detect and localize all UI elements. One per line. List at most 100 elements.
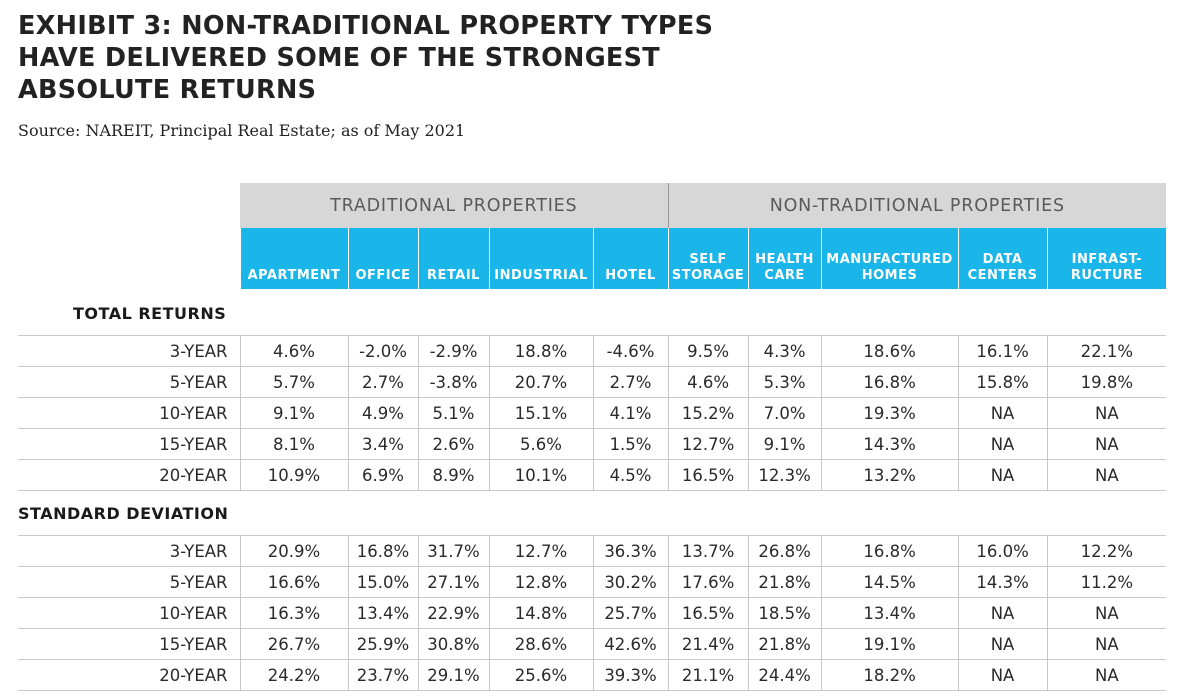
value-cell: 16.6%: [239, 566, 348, 598]
value-cell: 25.7%: [592, 597, 669, 629]
value-cell: 16.8%: [347, 535, 418, 567]
group-non-traditional: NON-TRADITIONAL PROPERTIES: [667, 183, 1167, 228]
value-cell: 7.0%: [747, 397, 822, 429]
column-header-text: HEALTH: [755, 252, 814, 267]
row-label: 5-YEAR: [18, 566, 240, 598]
title-line: HAVE DELIVERED SOME OF THE STRONGEST: [18, 43, 660, 73]
value-cell: 8.1%: [239, 428, 348, 460]
value-cell: 16.3%: [239, 597, 348, 629]
value-cell: 16.0%: [957, 535, 1048, 567]
column-header: MANUFACTURED HOMES: [820, 228, 959, 289]
value-cell: NA: [957, 459, 1048, 491]
value-cell: 9.1%: [747, 428, 822, 460]
value-cell: 1.5%: [592, 428, 669, 460]
value-cell: NA: [1046, 397, 1167, 429]
value-cell: 11.2%: [1046, 566, 1167, 598]
value-cell: NA: [957, 628, 1048, 660]
value-cell: 9.5%: [667, 335, 749, 367]
value-cell: 21.8%: [747, 628, 822, 660]
value-cell: 13.7%: [667, 535, 749, 567]
value-cell: 28.6%: [488, 628, 593, 660]
column-header-text: OFFICE: [355, 268, 411, 283]
value-cell: 15.1%: [488, 397, 593, 429]
value-cell: 2.7%: [592, 366, 669, 398]
value-cell: 21.4%: [667, 628, 749, 660]
source-note: Source: NAREIT, Principal Real Estate; a…: [18, 121, 466, 140]
column-header: APARTMENT: [239, 228, 348, 289]
value-cell: 14.8%: [488, 597, 593, 629]
value-cell: 4.1%: [592, 397, 669, 429]
column-header-text: HOMES: [861, 268, 918, 283]
column-header: HEALTH CARE: [747, 228, 822, 289]
table-row: 15-YEAR 26.7% 25.9% 30.8% 28.6% 42.6% 21.4% 21.…: [18, 628, 1167, 660]
value-cell: 17.6%: [667, 566, 749, 598]
value-cell: 16.5%: [667, 459, 749, 491]
value-cell: 15.2%: [667, 397, 749, 429]
row-label: 15-YEAR: [18, 428, 240, 460]
value-cell: 19.1%: [820, 628, 959, 660]
value-cell: 6.9%: [347, 459, 418, 491]
value-cell: 4.6%: [239, 335, 348, 367]
table-row: 20-YEAR 24.2% 23.7% 29.1% 25.6% 39.3% 21.1% 24.…: [18, 659, 1167, 691]
column-header: OFFICE: [347, 228, 418, 289]
exhibit-title: EXHIBIT 3: NON-TRADITIONAL PROPERTY TYPE…: [18, 10, 778, 106]
value-cell: -2.0%: [347, 335, 418, 367]
value-cell: 25.9%: [347, 628, 418, 660]
value-cell: 8.9%: [417, 459, 489, 491]
column-header-row: APARTMENT OFFICE RETAIL INDUSTRIAL HOTEL SELF…: [18, 228, 1167, 289]
value-cell: 30.2%: [592, 566, 669, 598]
column-header: INDUSTRIAL: [488, 228, 593, 289]
value-cell: 36.3%: [592, 535, 669, 567]
value-cell: 21.8%: [747, 566, 822, 598]
value-cell: 14.3%: [820, 428, 959, 460]
value-cell: 5.7%: [239, 366, 348, 398]
column-header-text: INFRAST-: [1071, 252, 1142, 267]
value-cell: 13.4%: [347, 597, 418, 629]
value-cell: 12.2%: [1046, 535, 1167, 567]
value-cell: 2.7%: [347, 366, 418, 398]
value-cell: NA: [957, 597, 1048, 629]
row-label: 10-YEAR: [18, 597, 240, 629]
value-cell: NA: [957, 659, 1048, 691]
value-cell: 2.6%: [417, 428, 489, 460]
value-cell: 4.9%: [347, 397, 418, 429]
column-header-text: INDUSTRIAL: [494, 268, 588, 283]
value-cell: 42.6%: [592, 628, 669, 660]
value-cell: 26.7%: [239, 628, 348, 660]
value-cell: 16.8%: [820, 366, 959, 398]
group-header-row: TRADITIONAL PROPERTIES NON-TRADITIONAL PR…: [18, 183, 1167, 228]
table-row: 15-YEAR 8.1% 3.4% 2.6% 5.6% 1.5% 12.7% 9.1% 14.3…: [18, 428, 1167, 460]
value-cell: 26.8%: [747, 535, 822, 567]
value-cell: 14.3%: [957, 566, 1048, 598]
value-cell: 30.8%: [417, 628, 489, 660]
column-header: DATA CENTERS: [957, 228, 1048, 289]
value-cell: 9.1%: [239, 397, 348, 429]
column-header-text: DATA: [982, 252, 1023, 267]
table-row: 20-YEAR 10.9% 6.9% 8.9% 10.1% 4.5% 16.5% 12.3% 1…: [18, 459, 1167, 491]
value-cell: NA: [957, 397, 1048, 429]
column-header-text: CENTERS: [967, 268, 1038, 283]
value-cell: 13.2%: [820, 459, 959, 491]
value-cell: 27.1%: [417, 566, 489, 598]
value-cell: 3.4%: [347, 428, 418, 460]
value-cell: 18.6%: [820, 335, 959, 367]
value-cell: 5.3%: [747, 366, 822, 398]
value-cell: 18.2%: [820, 659, 959, 691]
column-header: RETAIL: [417, 228, 489, 289]
value-cell: 22.1%: [1046, 335, 1167, 367]
value-cell: 10.1%: [488, 459, 593, 491]
value-cell: 16.5%: [667, 597, 749, 629]
value-cell: 4.5%: [592, 459, 669, 491]
row-label: 3-YEAR: [18, 535, 240, 567]
section-label: STANDARD DEVIATION: [18, 503, 229, 523]
column-header-text: STORAGE: [671, 268, 745, 283]
value-cell: 20.7%: [488, 366, 593, 398]
section-label: TOTAL RETURNS: [73, 303, 227, 323]
value-cell: 24.2%: [239, 659, 348, 691]
value-cell: NA: [1046, 659, 1167, 691]
row-label: 10-YEAR: [18, 397, 240, 429]
value-cell: 16.8%: [820, 535, 959, 567]
title-line: EXHIBIT 3: NON-TRADITIONAL PROPERTY TYPE…: [18, 11, 714, 41]
value-cell: -2.9%: [417, 335, 489, 367]
value-cell: -4.6%: [592, 335, 669, 367]
